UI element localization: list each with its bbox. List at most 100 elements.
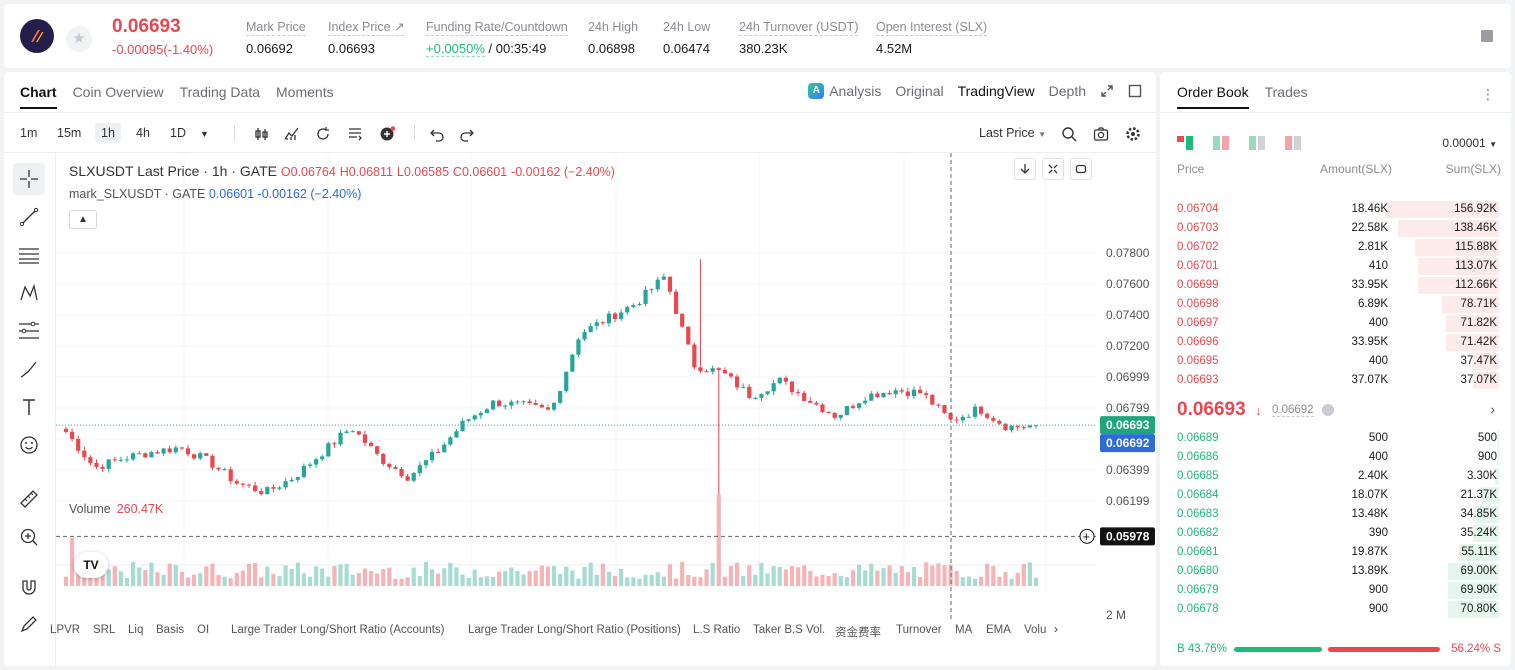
chevron-up-icon[interactable]: ▲ <box>69 210 97 229</box>
ask-row[interactable]: 0.06699 33.95K 112.66K <box>1160 276 1511 295</box>
tab-trades[interactable]: Trades <box>1264 84 1308 100</box>
candles-icon[interactable] <box>254 126 270 142</box>
crosshair-tool-icon[interactable] <box>13 163 45 195</box>
indicator-ema[interactable]: EMA <box>986 624 1011 636</box>
emoji-tool-icon[interactable] <box>13 429 45 461</box>
expand-icon[interactable] <box>1100 84 1114 98</box>
indicator-ma[interactable]: MA <box>955 624 973 636</box>
bid-row[interactable]: 0.06682 390 35.24K <box>1160 524 1511 543</box>
tab-trading-data[interactable]: Trading Data <box>179 84 261 100</box>
text-tool-icon[interactable] <box>13 391 45 423</box>
indicator-oi[interactable]: OI <box>197 624 210 636</box>
candle-body <box>765 391 770 395</box>
indicator-ls-accounts[interactable]: Large Trader Long/Short Ratio (Accounts) <box>231 624 445 636</box>
bid-row[interactable]: 0.06681 19.87K 55.11K <box>1160 543 1511 562</box>
replay-icon[interactable] <box>315 126 331 142</box>
view-original[interactable]: Original <box>895 83 944 99</box>
template-icon[interactable] <box>347 126 363 142</box>
ask-row[interactable]: 0.06701 410 113.07K <box>1160 257 1511 276</box>
view-both-icon[interactable] <box>1177 136 1195 150</box>
tab-moments[interactable]: Moments <box>276 84 334 100</box>
tab-coin-overview[interactable]: Coin Overview <box>72 84 164 100</box>
ask-row[interactable]: 0.06696 33.95K 71.42K <box>1160 333 1511 352</box>
indicator-ls-positions[interactable]: Large Trader Long/Short Ratio (Positions… <box>468 624 681 636</box>
bid-row[interactable]: 0.06678 900 70.80K <box>1160 600 1511 619</box>
stat-open-interest[interactable]: Open Interest (SLX) 4.52M <box>876 20 988 56</box>
indicator-turnover[interactable]: Turnover <box>896 624 942 636</box>
bid-row[interactable]: 0.06685 2.40K 3.30K <box>1160 467 1511 486</box>
bid-row[interactable]: 0.06680 13.89K 69.00K <box>1160 562 1511 581</box>
view-bids-icon[interactable] <box>1249 136 1267 150</box>
redo-icon[interactable] <box>459 126 475 142</box>
volume-bar <box>649 574 654 586</box>
tf-15m[interactable]: 15m <box>57 126 82 140</box>
brush-tool-icon[interactable] <box>13 353 45 385</box>
stat-funding-rate[interactable]: Funding Rate/Countdown +0.0050% / 00:35:… <box>426 20 568 57</box>
view-depth[interactable]: Depth <box>1048 83 1086 99</box>
indicator-ls-ratio[interactable]: L.S Ratio <box>693 624 741 636</box>
view-tradingview[interactable]: TradingView <box>957 83 1035 99</box>
ask-row[interactable]: 0.06704 18.46K 156.92K <box>1160 200 1511 219</box>
indicators-icon[interactable] <box>284 126 300 142</box>
magnet-icon[interactable] <box>13 571 45 603</box>
add-indicator-icon[interactable] <box>379 126 395 142</box>
tf-dropdown-icon[interactable]: ▼ <box>200 129 209 139</box>
ask-row[interactable]: 0.06702 2.81K 115.88K <box>1160 238 1511 257</box>
chevron-right-icon[interactable]: › <box>1054 624 1058 636</box>
more-vertical-icon[interactable]: ⋮ <box>1481 86 1495 102</box>
depth-bar <box>1473 525 1499 542</box>
indicator-funding-rate[interactable]: 资金费率 <box>835 627 881 639</box>
zoom-in-icon[interactable] <box>13 521 45 553</box>
camera-icon[interactable] <box>1093 126 1109 142</box>
indicator-basis[interactable]: Basis <box>156 624 185 636</box>
book-icon[interactable] <box>1481 30 1493 42</box>
undo-icon[interactable] <box>429 126 445 142</box>
edit-pen-icon[interactable] <box>13 608 45 640</box>
indicator-liq[interactable]: Liq <box>128 624 144 636</box>
tf-1m[interactable]: 1m <box>20 126 38 140</box>
stat-24h-turnover[interactable]: 24h Turnover (USDT) 380.23K <box>739 20 859 56</box>
stat-index-price[interactable]: Index Price ↗ 0.06693 <box>328 20 405 56</box>
favorite-star-icon[interactable]: ★ <box>66 26 92 52</box>
tf-4h[interactable]: 4h <box>136 126 150 140</box>
tab-order-book[interactable]: Order Book <box>1177 84 1249 109</box>
stat-mark-price[interactable]: Mark Price 0.06692 <box>246 20 306 56</box>
fib-tool-icon[interactable] <box>13 315 45 347</box>
indicator-lpvr[interactable]: LPVR <box>50 624 81 636</box>
ask-row[interactable]: 0.06697 400 71.82K <box>1160 314 1511 333</box>
price-chart[interactable]: 0.07800 0.07600 0.07400 0.07200 0.06999 0.067… <box>56 153 1156 620</box>
trendline-tool-icon[interactable] <box>13 201 45 233</box>
bid-row[interactable]: 0.06683 13.48K 34.85K <box>1160 505 1511 524</box>
bid-row[interactable]: 0.06684 18.07K 21.37K <box>1160 486 1511 505</box>
indicator-srl[interactable]: SRL <box>93 624 116 636</box>
search-icon[interactable] <box>1061 126 1077 142</box>
bid-row[interactable]: 0.06686 400 900 <box>1160 448 1511 467</box>
view-mixed-icon[interactable] <box>1213 136 1231 150</box>
tradingview-logo[interactable]: TV <box>74 552 108 578</box>
ask-row[interactable]: 0.06703 22.58K 138.46K <box>1160 219 1511 238</box>
candle-body <box>222 469 227 471</box>
ask-row[interactable]: 0.06695 400 37.47K <box>1160 352 1511 371</box>
pattern-tool-icon[interactable] <box>13 277 45 309</box>
collapse-arrows-icon[interactable] <box>1042 158 1064 180</box>
indicator-volume[interactable]: Volu <box>1024 624 1047 636</box>
price-source-select[interactable]: Last Price ▼ <box>979 126 1046 140</box>
gear-icon[interactable] <box>1125 126 1141 142</box>
analysis-button[interactable]: A Analysis <box>808 83 881 99</box>
ask-row[interactable]: 0.06698 6.89K 78.71K <box>1160 295 1511 314</box>
tab-chart[interactable]: Chart <box>20 84 57 109</box>
parallel-lines-tool-icon[interactable] <box>13 239 45 271</box>
ruler-tool-icon[interactable] <box>13 483 45 515</box>
arrow-down-icon[interactable] <box>1014 158 1036 180</box>
swap-icon[interactable] <box>1070 158 1092 180</box>
window-icon[interactable] <box>1128 84 1142 98</box>
indicator-taker-vol[interactable]: Taker B.S Vol. <box>753 624 826 636</box>
ask-row[interactable]: 0.06693 37.07K 37.07K <box>1160 371 1511 390</box>
tf-1d[interactable]: 1D <box>170 126 186 140</box>
bid-row[interactable]: 0.06689 500 500 <box>1160 429 1511 448</box>
view-asks-icon[interactable] <box>1285 136 1303 150</box>
bid-row[interactable]: 0.06679 900 69.90K <box>1160 581 1511 600</box>
precision-select[interactable]: 0.00001 ▼ <box>1442 136 1497 150</box>
tf-1h[interactable]: 1h <box>95 123 121 143</box>
chevron-right-icon[interactable]: › <box>1490 401 1495 417</box>
